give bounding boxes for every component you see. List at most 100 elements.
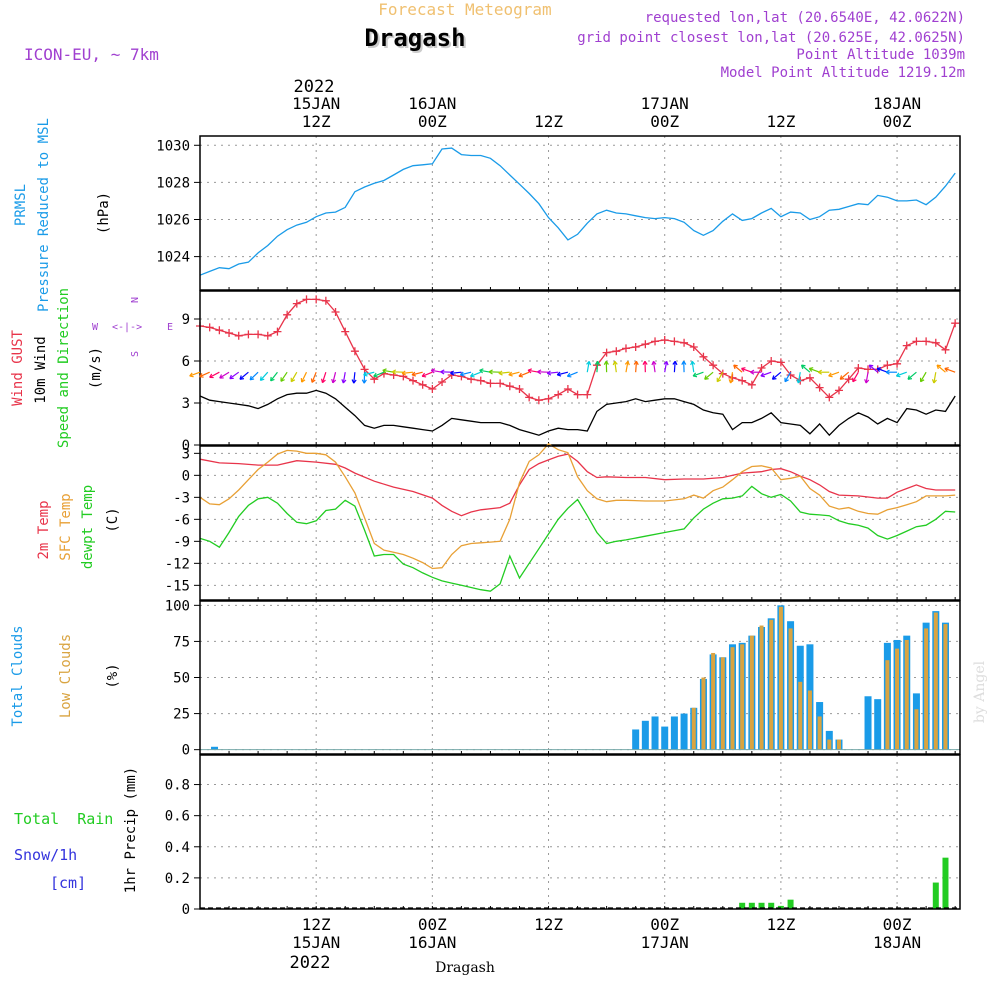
panel-clouds: 0 25 50 75 100 — [165, 598, 961, 759]
credit-watermark: by Angel — [972, 660, 988, 723]
wind-arrowhead — [249, 375, 255, 381]
wind-arrowhead — [919, 377, 925, 383]
low-cloud-bar — [836, 739, 841, 750]
bottom-date-label: 15JAN — [292, 933, 340, 952]
wind-arrowhead — [373, 372, 378, 378]
low-cloud-bar — [924, 628, 929, 750]
wind-arrowhead — [450, 370, 455, 376]
wind-arrowhead — [663, 360, 669, 366]
wind-arrowhead — [624, 360, 630, 366]
ytick-label: 0.4 — [165, 840, 190, 856]
top-hour-label: 12Z — [534, 112, 563, 131]
wind-arrow — [411, 371, 423, 376]
low-cloud-bar — [730, 647, 735, 750]
model-label: ICON-EU, ~ 7km — [24, 45, 159, 64]
wind-arrowhead — [864, 379, 870, 384]
wind-arrowhead — [189, 372, 194, 378]
top-hour-label: 12Z — [766, 112, 795, 131]
series-gust — [199, 298, 956, 401]
wind-arrowhead — [681, 360, 687, 365]
compass-icon: W <-|-> E N S — [92, 297, 173, 357]
wind-arrow — [301, 371, 308, 383]
wind-arrowhead — [868, 364, 874, 370]
gust-marker — [350, 347, 359, 356]
wind-arrow — [673, 361, 676, 373]
wind-arrow — [219, 371, 230, 379]
wind-arrowhead — [518, 372, 524, 378]
grid-point-coords: grid point closest lon,lat (20.625E, 42.… — [577, 30, 965, 46]
wind-arrowhead — [692, 372, 698, 378]
gust-marker — [815, 383, 824, 392]
snow-unit-legend: [cm] — [50, 874, 86, 892]
bottom-hour-label: 00Z — [650, 915, 679, 934]
bottom-date-label: 17JAN — [641, 933, 689, 952]
ytick-label: 0 — [182, 468, 190, 484]
year-bottom: 2022 — [290, 953, 331, 973]
gust-marker — [902, 341, 911, 350]
wind-arrowhead — [361, 379, 367, 384]
pressure-label-2: Pressure Reduced to MSL — [36, 118, 52, 312]
gust-marker — [680, 338, 689, 347]
wind-arrowhead — [612, 360, 618, 366]
wind-arrow — [431, 369, 443, 373]
bottom-hour-label: 12Z — [534, 915, 563, 934]
wind-arrowhead — [876, 367, 882, 372]
ytick-label: 100 — [165, 598, 190, 614]
gust-marker — [757, 364, 766, 372]
low-cloud-bar — [769, 619, 774, 750]
wind-arrow — [691, 361, 695, 373]
wind-arrow — [470, 371, 481, 377]
wind-arrow — [460, 371, 472, 376]
ytick-label: 25 — [173, 707, 190, 723]
wind-arrow — [401, 371, 414, 374]
gust-marker — [331, 308, 340, 316]
compass-n: N — [130, 297, 141, 303]
gust-marker — [234, 331, 243, 340]
compass-s: S — [130, 351, 141, 357]
panel-frame — [199, 135, 961, 291]
wind-arrowhead — [546, 370, 552, 376]
wind-arrowhead — [401, 370, 406, 376]
wind-arrowhead — [566, 372, 572, 378]
wind-arrow — [896, 371, 907, 377]
gust-marker — [641, 340, 650, 349]
gust-marker — [747, 380, 756, 389]
low-cloud-bar — [701, 677, 706, 750]
wind-arrowhead — [498, 370, 503, 376]
gust-marker — [554, 390, 563, 399]
wind-arrow — [733, 364, 743, 373]
precip-unit: 1hr Precip (mm) — [123, 767, 139, 893]
wind-arrow — [797, 372, 801, 384]
total-cloud-bar — [632, 729, 640, 750]
ytick-label: 9 — [182, 312, 190, 328]
gust-marker — [273, 327, 282, 336]
total-cloud-bar — [874, 699, 882, 750]
wind-arrowhead — [556, 371, 562, 377]
wind-arrowhead — [421, 372, 427, 378]
wind-labels: Wind GUST 10m Wind Speed and Direction (… — [10, 288, 173, 448]
rain-bar — [787, 899, 794, 909]
wind-arrowhead — [642, 360, 648, 365]
gust-marker — [476, 376, 485, 385]
dewpt-label: dewpt Temp — [80, 485, 96, 569]
panel-wind: 0 3 6 9 — [182, 290, 961, 454]
gust-marker — [525, 393, 534, 402]
top-hour-label: 00Z — [418, 112, 447, 131]
series-sfctemp — [199, 442, 956, 570]
wind-arrow — [944, 367, 956, 373]
wind-arrow — [652, 361, 656, 373]
snow-legend: Snow/1h — [14, 846, 77, 864]
series-dewpt — [199, 485, 956, 592]
wind-arrow — [936, 364, 946, 373]
wind-arrowhead — [741, 367, 746, 372]
wind-arrow — [450, 371, 462, 374]
panel-frame — [199, 445, 961, 601]
total-cloud-bar — [680, 713, 688, 750]
compass-w: W — [92, 322, 99, 333]
wind-arrow — [809, 367, 820, 373]
ytick-label: -3 — [173, 490, 190, 506]
wind-unit: (m/s) — [88, 347, 104, 389]
wind-arrowhead — [527, 368, 532, 374]
gust-marker — [360, 365, 369, 374]
wind-arrow — [692, 371, 704, 377]
